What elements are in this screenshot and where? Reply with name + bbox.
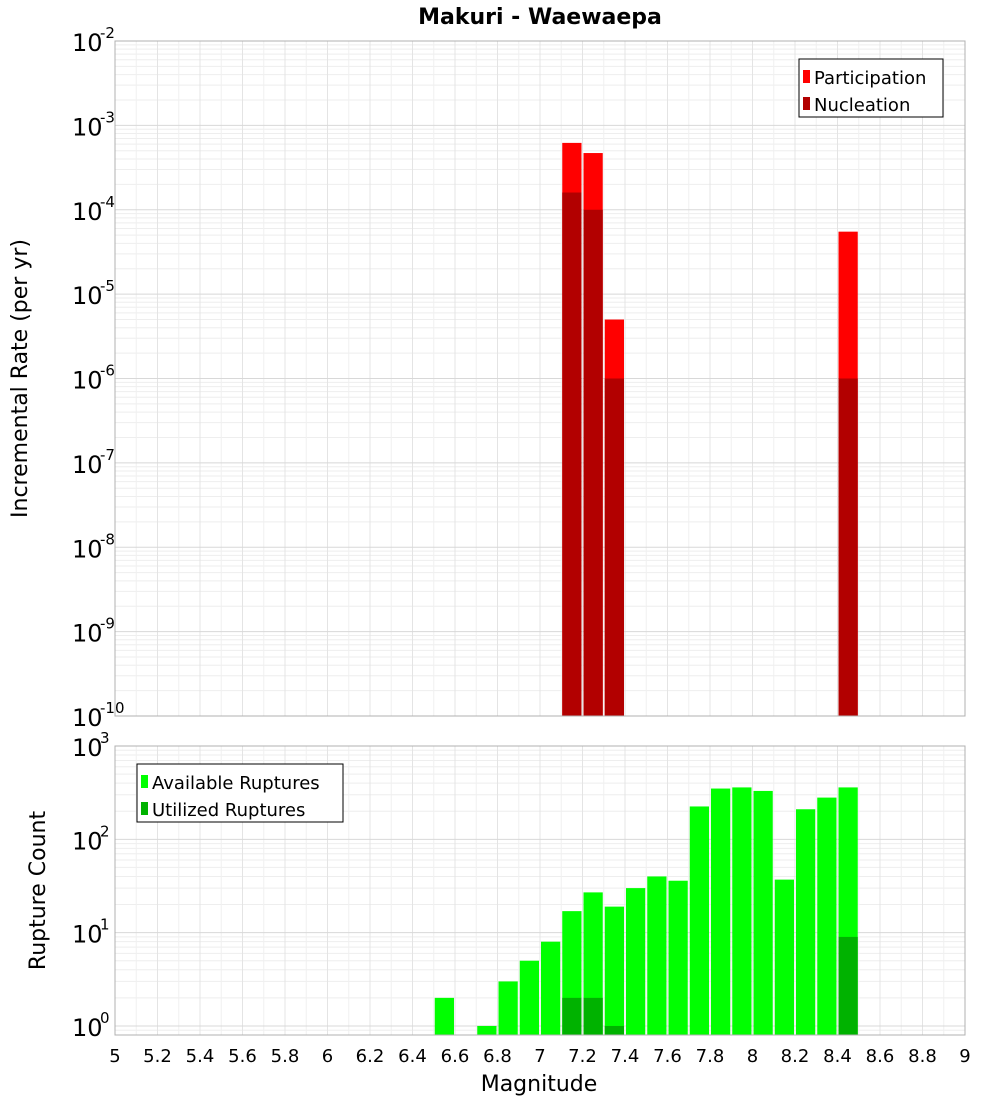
y-tick-label-exponent: -7 [100,446,115,464]
y-tick-label-base: 10 [72,282,103,310]
bar-utilized-ruptures-2 [604,1025,624,1035]
x-tick-label: 6.6 [441,1046,470,1067]
bar-nucleation-3 [838,378,858,716]
x-tick-label: 7.4 [611,1046,640,1067]
y-tick-label-base: 10 [72,113,103,141]
legend-swatch-available-ruptures [141,775,148,788]
bar-available-ruptures-12 [711,788,731,1035]
legend-label: Participation [814,68,926,89]
y-tick-label-base: 10 [72,827,103,855]
bar-available-ruptures-9 [647,876,667,1035]
legend-swatch-nucleation [803,97,810,110]
bar-available-ruptures-7 [604,906,624,1035]
y-tick-label-exponent: -10 [100,699,125,717]
x-tick-label: 7.6 [653,1046,682,1067]
x-tick-label: 6 [322,1046,333,1067]
bar-available-ruptures-2 [498,981,518,1035]
x-tick-label: 5.8 [271,1046,300,1067]
y-tick-label-exponent: -4 [100,193,115,211]
bar-available-ruptures-17 [817,797,837,1035]
x-tick-label: 8 [747,1046,758,1067]
y-tick-label-base: 10 [72,921,103,949]
y-tick-label-exponent: 0 [100,1009,110,1027]
x-tick-label: 8.6 [866,1046,895,1067]
y-tick-label-exponent: 1 [100,916,110,934]
bar-utilized-ruptures-1 [583,997,603,1035]
legend-swatch-participation [803,70,810,83]
bar-available-ruptures-14 [753,790,773,1035]
y-tick-label-exponent: -5 [100,277,115,295]
x-tick-label: 8.4 [823,1046,852,1067]
bar-available-ruptures-8 [626,888,646,1035]
legend-box-0 [798,58,944,118]
legend-label: Utilized Ruptures [152,800,305,821]
bar-available-ruptures-1 [477,1025,497,1035]
y-tick-label-base: 10 [72,704,103,732]
x-tick-label: 8.8 [908,1046,937,1067]
x-tick-label: 5 [109,1046,120,1067]
y-tick-label-base: 10 [72,367,103,395]
x-tick-label: 7 [534,1046,545,1067]
plot-border-1 [114,745,966,1036]
x-tick-label: 5.6 [228,1046,257,1067]
y-tick-label-base: 10 [72,198,103,226]
chart-title: Makuri - Waewaepa [418,5,662,30]
bar-nucleation-1 [583,209,603,716]
bar-available-ruptures-15 [774,879,794,1035]
y-tick-label-base: 10 [72,1014,103,1042]
plot-border-0 [114,40,966,717]
y-tick-label-base: 10 [72,535,103,563]
x-axis-label: Magnitude [481,1072,598,1097]
x-tick-label: 5.4 [186,1046,215,1067]
x-tick-label: 6.4 [398,1046,427,1067]
y-axis-label: Rupture Count [26,811,51,971]
x-tick-label: 9 [959,1046,970,1067]
bar-utilized-ruptures-0 [562,997,582,1035]
bar-utilized-ruptures-3 [838,936,858,1035]
y-tick-label-base: 10 [72,29,103,57]
y-tick-label-exponent: -3 [100,108,115,126]
legend-swatch-utilized-ruptures [141,802,148,815]
y-axis-label: Incremental Rate (per yr) [8,239,33,518]
y-tick-label-base: 10 [72,451,103,479]
y-tick-label-base: 10 [72,734,103,762]
legend-label: Available Ruptures [152,773,320,794]
bar-nucleation-0 [562,192,582,717]
bar-available-ruptures-16 [796,809,816,1035]
bar-available-ruptures-0 [434,997,454,1035]
x-tick-label: 5.2 [143,1046,172,1067]
bar-available-ruptures-11 [689,806,709,1035]
bar-available-ruptures-4 [541,941,561,1035]
y-tick-label-exponent: -9 [100,615,115,633]
bar-available-ruptures-10 [668,880,688,1035]
x-tick-label: 7.2 [568,1046,597,1067]
y-tick-label-base: 10 [72,620,103,648]
bar-available-ruptures-3 [519,960,539,1035]
x-tick-label: 8.2 [781,1046,810,1067]
y-tick-label-exponent: -6 [100,362,115,380]
legend-label: Nucleation [814,95,910,116]
x-tick-label: 6.8 [483,1046,512,1067]
bar-available-ruptures-13 [732,787,752,1035]
bar-nucleation-2 [604,378,624,716]
y-tick-label-exponent: -8 [100,530,115,548]
legend-box-1 [136,763,344,823]
y-tick-label-exponent: -2 [100,24,115,42]
y-tick-label-exponent: 2 [100,822,110,840]
x-tick-label: 6.2 [356,1046,385,1067]
y-tick-label-exponent: 3 [100,729,110,747]
x-tick-label: 7.8 [696,1046,725,1067]
